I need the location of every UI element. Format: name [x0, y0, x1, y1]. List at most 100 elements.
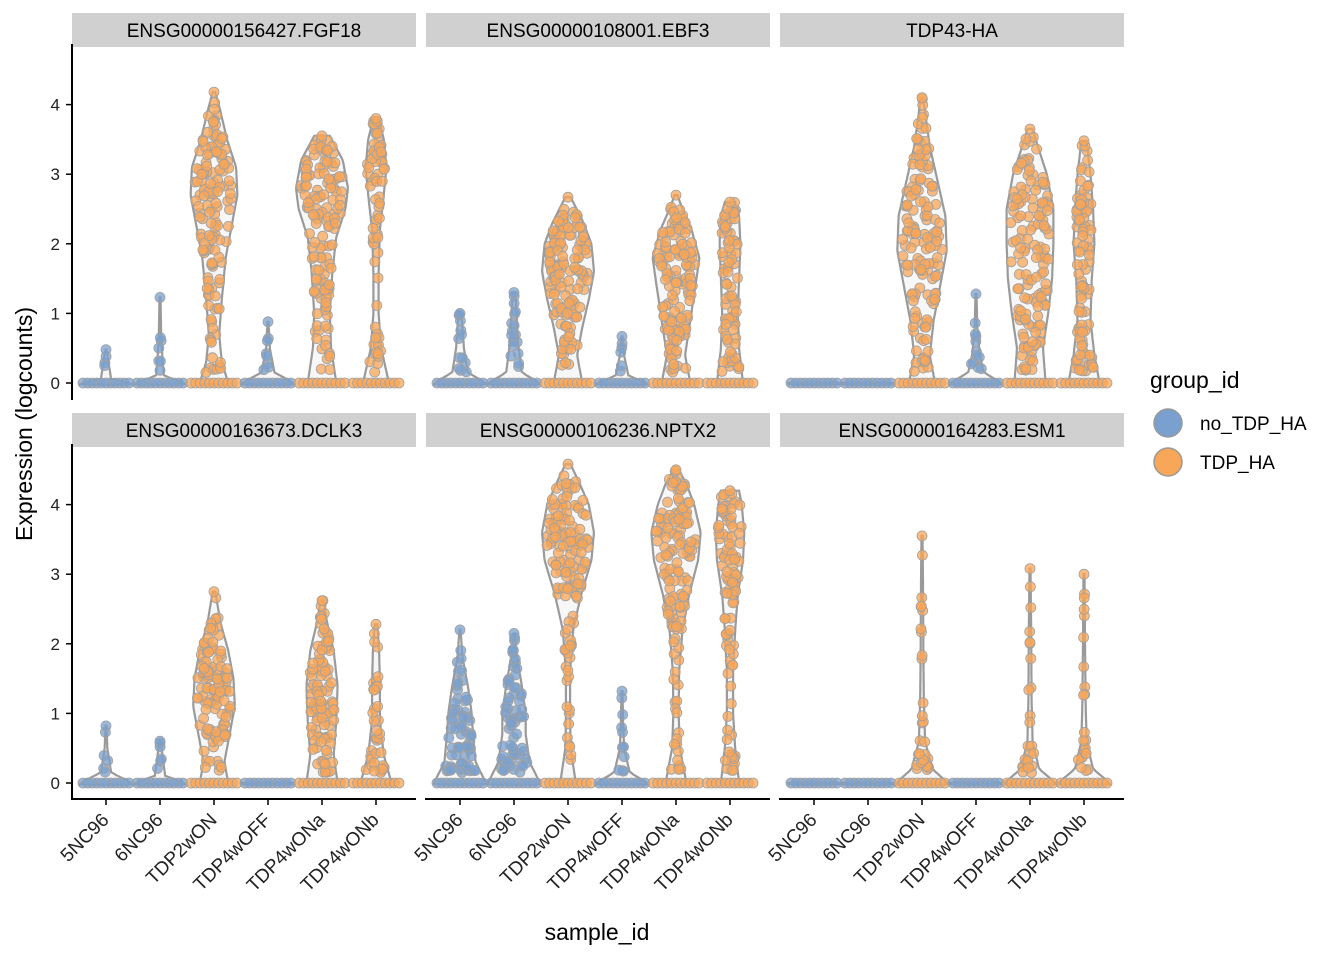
data-point: [911, 345, 922, 357]
violin-group-6nc96: [131, 291, 191, 389]
data-point: [657, 301, 668, 313]
strip-title: ENSG00000156427.FGF18: [127, 21, 362, 42]
data-point: [970, 328, 981, 340]
data-point: [209, 290, 221, 302]
data-point: [672, 754, 683, 766]
violin-group-tdp4wonb: [1055, 135, 1113, 389]
data-point: [717, 356, 729, 368]
data-point: [722, 724, 733, 736]
violin-group-tdp4wona: [293, 595, 351, 789]
data-point: [582, 275, 593, 286]
data-point: [517, 760, 529, 772]
data-point: [569, 482, 581, 494]
data-point: [905, 242, 917, 254]
data-point: [211, 673, 223, 685]
data-point: [931, 252, 943, 264]
data-point: [509, 682, 520, 693]
data-point: [903, 217, 914, 229]
data-point: [669, 739, 680, 750]
data-point: [1073, 268, 1085, 280]
violin-group-tdp4woff: [593, 685, 651, 789]
data-point: [463, 760, 475, 772]
data-point: [204, 206, 216, 218]
data-point: [311, 333, 323, 345]
data-point: [919, 736, 931, 748]
data-point: [684, 497, 695, 509]
data-point: [369, 256, 381, 268]
data-point: [371, 725, 383, 737]
data-point: [456, 352, 468, 364]
strip-background: [426, 13, 770, 47]
strip-background: [72, 13, 416, 47]
data-point: [915, 263, 927, 275]
data-point: [917, 697, 929, 709]
data-point: [329, 217, 341, 229]
data-point: [507, 644, 519, 656]
data-point: [1031, 143, 1042, 155]
violin-group-tdp2won: [539, 458, 597, 789]
data-point: [729, 553, 740, 565]
data-point: [1030, 326, 1041, 338]
data-point: [202, 126, 214, 138]
data-point: [546, 493, 558, 505]
data-point: [511, 728, 522, 740]
data-point: [205, 217, 217, 229]
data-point: [1030, 184, 1042, 196]
data-point: [224, 685, 236, 697]
data-point: [99, 766, 111, 778]
data-point: [550, 531, 561, 543]
data-point: [376, 175, 388, 187]
data-point: [562, 665, 574, 676]
data-point: [203, 300, 215, 312]
legend: group_id no_TDP_HA TDP_HA: [1150, 367, 1307, 477]
data-point: [323, 279, 335, 291]
data-point: [198, 663, 210, 674]
data-point: [328, 704, 340, 716]
data-point: [747, 377, 759, 389]
data-point: [569, 212, 581, 224]
data-point: [305, 696, 317, 708]
data-point: [1023, 165, 1035, 176]
data-point: [721, 566, 733, 577]
data-point: [319, 758, 331, 770]
data-point: [1025, 175, 1037, 187]
data-point: [505, 718, 517, 729]
data-point: [368, 684, 380, 696]
data-point: [670, 464, 682, 476]
data-point: [317, 230, 329, 242]
legend-swatch-no-tdp-ha: [1153, 408, 1183, 438]
data-point: [201, 160, 213, 172]
data-point: [460, 691, 472, 703]
violin-group-tdp4woff: [239, 316, 297, 389]
violin-group-6nc96: [485, 628, 543, 789]
data-point: [372, 671, 384, 683]
data-point: [1075, 349, 1086, 361]
data-point: [262, 316, 274, 328]
data-point: [1072, 259, 1083, 271]
data-point: [563, 331, 575, 343]
data-point: [372, 232, 384, 244]
data-point: [916, 600, 927, 612]
data-point: [912, 143, 924, 155]
data-point: [902, 259, 914, 271]
data-point: [726, 290, 738, 302]
data-point: [563, 297, 575, 309]
data-point: [725, 698, 737, 710]
data-point: [919, 354, 931, 366]
violin-group-tdp2won: [893, 530, 951, 789]
data-point: [562, 583, 574, 595]
data-point: [1038, 266, 1049, 278]
data-point: [1020, 363, 1032, 375]
data-point: [1073, 306, 1085, 318]
data-point: [658, 310, 670, 322]
y-tick-label: 4: [51, 496, 60, 515]
data-point: [313, 264, 325, 276]
data-point: [318, 623, 330, 635]
strip-background: [426, 413, 770, 447]
data-point: [445, 764, 457, 776]
strip-title: ENSG00000163673.DCLK3: [126, 421, 363, 442]
data-point: [1078, 592, 1090, 604]
data-point: [208, 86, 220, 98]
data-point: [615, 360, 627, 372]
